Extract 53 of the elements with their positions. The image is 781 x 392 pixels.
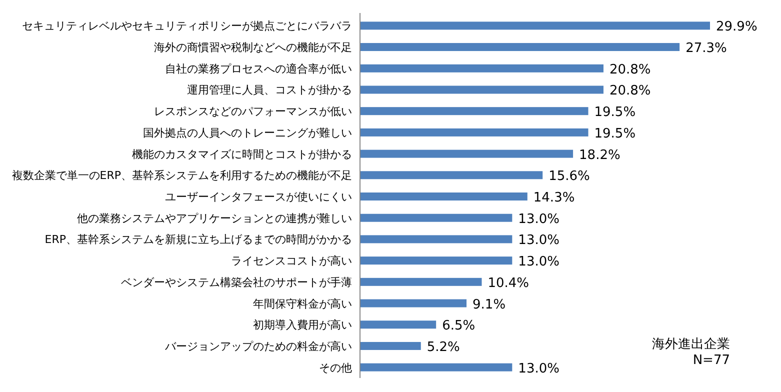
- bar: [360, 86, 604, 94]
- y-tick-label: 運用管理に人員、コストが掛かる: [187, 84, 352, 97]
- data-label: 13.0%: [518, 361, 560, 376]
- y-tick-label: レスポンスなどのパフォーマンスが低い: [154, 105, 352, 118]
- y-tick-label: 自社の業務プロセスへの適合率が低い: [165, 62, 352, 76]
- y-tick-label: ユーザーインタフェースが使いにくい: [165, 190, 352, 204]
- bar: [360, 278, 482, 286]
- y-tick-label: 機能のカスタマイズに時間とコストが掛かる: [132, 148, 352, 161]
- y-tick-label: セキュリティレベルやセキュリティポリシーが拠点ごとにバラバラ: [22, 20, 352, 33]
- bar: [360, 107, 588, 116]
- data-label: 19.5%: [594, 126, 636, 142]
- annotation: 海外進出企業: [652, 337, 730, 352]
- data-label: 29.9%: [716, 20, 758, 35]
- y-tick-label: 年間保守料金が高い: [253, 297, 352, 310]
- y-tick-label: ベンダーやシステム構築会社のサポートが手薄: [121, 276, 352, 289]
- data-label: 13.0%: [518, 233, 560, 248]
- data-label: 9.1%: [472, 297, 506, 312]
- bar: [360, 150, 574, 158]
- bar: [360, 22, 710, 30]
- y-tick-label: ERP、基幹系システムを新規に立ち上げるまでの時間がかかる: [44, 233, 352, 246]
- data-label: 13.0%: [518, 254, 560, 270]
- bar: [360, 235, 512, 244]
- y-tick-label: ライセンスコストが高い: [231, 254, 352, 268]
- y-tick-label: 初期導入費用が高い: [253, 318, 352, 332]
- data-label: 10.4%: [488, 276, 530, 291]
- bar: [360, 128, 588, 136]
- data-label: 14.3%: [533, 190, 575, 206]
- y-tick-label: 他の業務システムやアプリケーションとの連携が難しい: [77, 212, 352, 225]
- bar: [360, 299, 467, 308]
- bar: [360, 342, 421, 350]
- data-label: 13.0%: [518, 212, 560, 227]
- bar: [360, 256, 512, 265]
- data-label: 19.5%: [594, 105, 636, 120]
- bar: [360, 192, 528, 200]
- bar: [360, 363, 512, 372]
- bar: [360, 64, 604, 72]
- y-tick-label: 複数企業で単一のERP、基幹系システムを利用するための機能が不足: [12, 169, 352, 182]
- annotation: N=77: [692, 353, 730, 368]
- bar: [360, 320, 436, 329]
- data-label: 27.3%: [686, 41, 727, 56]
- data-label: 20.8%: [609, 62, 651, 78]
- y-tick-label: バージョンアップのための料金が高い: [164, 340, 352, 353]
- y-tick-label: 海外の商慣習や税制などへの機能が不足: [154, 41, 352, 54]
- data-label: 20.8%: [609, 84, 651, 99]
- data-label: 15.6%: [548, 169, 590, 184]
- bar: [360, 43, 680, 52]
- bar: [360, 171, 543, 180]
- data-label: 6.5%: [442, 318, 476, 334]
- y-tick-label: その他: [319, 361, 352, 374]
- data-label: 5.2%: [426, 340, 460, 355]
- data-label: 18.2%: [579, 148, 620, 163]
- bar: [360, 214, 512, 222]
- y-tick-label: 国外拠点の人員へのトレーニングが難しい: [143, 126, 352, 140]
